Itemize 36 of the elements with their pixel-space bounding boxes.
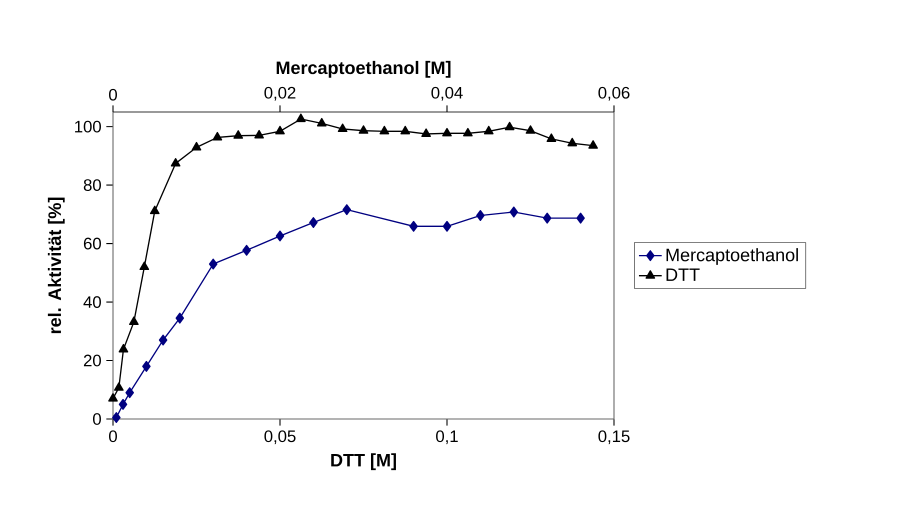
point <box>158 334 168 346</box>
x2-tick-label: 0,02 <box>264 86 296 101</box>
x2-tick-label: 0 <box>109 88 117 101</box>
y-tick-label: 40 <box>83 296 101 308</box>
point <box>142 360 151 372</box>
point <box>176 312 184 324</box>
point <box>542 212 552 224</box>
point <box>208 258 218 270</box>
x2-tick-label: 0,06 <box>598 86 630 101</box>
point <box>409 220 418 232</box>
y-tick-label: 60 <box>84 238 101 250</box>
y-tick-label: 100 <box>75 120 101 133</box>
legend-label: Mercaptoethanol <box>666 248 798 265</box>
point <box>576 212 585 224</box>
point <box>242 244 251 256</box>
point <box>112 412 121 424</box>
point <box>510 206 518 218</box>
x-tick-label: 0,1 <box>436 430 458 444</box>
x-tick-label: 0,05 <box>264 430 296 444</box>
y-axis-title: rel. Aktivität [%] <box>48 198 65 334</box>
point <box>276 230 284 242</box>
y-tick-label: 80 <box>84 179 101 191</box>
x-axis-title: DTT [M] <box>331 453 396 470</box>
point <box>125 387 134 398</box>
point <box>118 398 128 410</box>
x2-axis-title: Mercaptoethanol [M] <box>276 60 450 78</box>
point <box>309 217 318 228</box>
x-tick-label: 0,15 <box>598 430 630 444</box>
x-tick-label: 0 <box>109 430 117 442</box>
point <box>476 210 485 221</box>
point <box>342 204 352 216</box>
point <box>442 220 452 232</box>
y-tick-label: 20 <box>84 354 101 366</box>
legend-label: DTT <box>666 268 700 281</box>
x2-tick-label: 0,04 <box>431 86 463 101</box>
y-tick-label: 0 <box>93 413 101 425</box>
